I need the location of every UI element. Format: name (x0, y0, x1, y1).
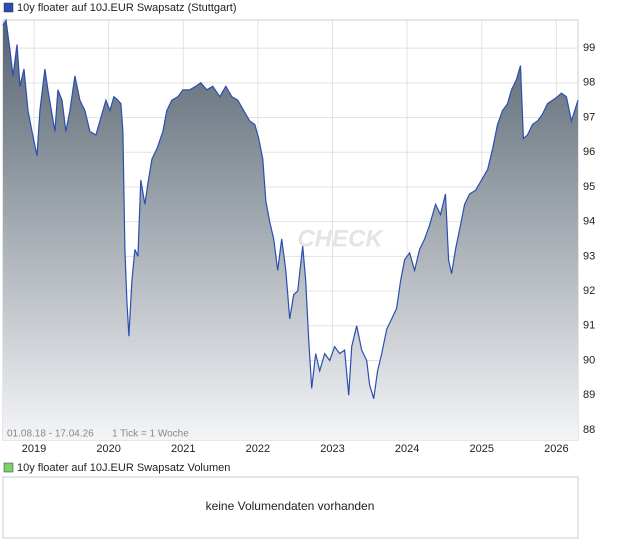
x-tick-label: 2026 (544, 443, 568, 455)
watermark: CHECK (297, 225, 384, 252)
y-tick-label: 93 (583, 250, 595, 262)
y-tick-label: 94 (583, 216, 595, 228)
x-tick-label: 2022 (246, 443, 270, 455)
y-tick-label: 95 (583, 181, 595, 193)
x-tick-label: 2021 (171, 443, 195, 455)
legend-marker (3, 462, 14, 473)
y-tick-label: 92 (583, 285, 595, 297)
y-tick-label: 89 (583, 389, 595, 401)
y-tick-label: 98 (583, 77, 595, 89)
x-tick-label: 2024 (395, 443, 419, 455)
legend-marker (3, 2, 14, 13)
area-fill (3, 20, 578, 441)
volume-frame (2, 476, 579, 539)
price-line (2, 18, 579, 399)
y-tick-label: 90 (583, 354, 595, 366)
y-tick-label: 99 (583, 42, 595, 54)
x-tick-label: 2019 (22, 443, 46, 455)
y-tick-label: 88 (583, 424, 595, 436)
x-tick-label: 2023 (320, 443, 344, 455)
x-tick-label: 2025 (469, 443, 493, 455)
chart-title: 10y floater auf 10J.EUR Swapsatz (Stuttg… (17, 2, 237, 14)
x-tick-label: 2020 (96, 443, 120, 455)
volume-note: keine Volumendaten vorhanden (206, 499, 375, 513)
range-label: 01.08.18 - 17.04.26 (7, 429, 94, 440)
volume-title: 10y floater auf 10J.EUR Swapsatz Volumen (17, 462, 230, 474)
y-tick-label: 91 (583, 320, 595, 332)
y-tick-label: 96 (583, 146, 595, 158)
y-tick-label: 97 (583, 111, 595, 123)
tick-info: 1 Tick = 1 Woche (112, 429, 189, 440)
